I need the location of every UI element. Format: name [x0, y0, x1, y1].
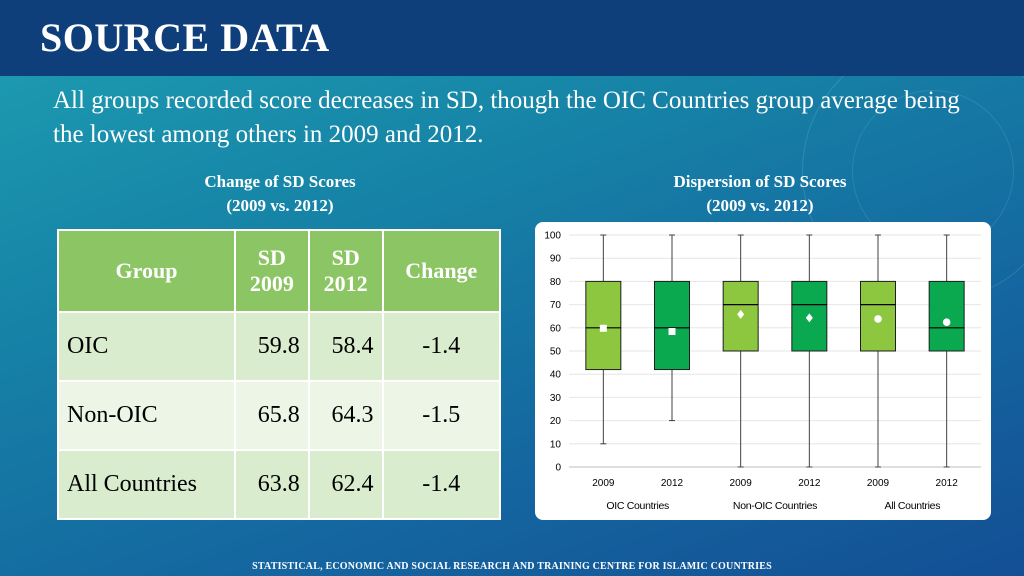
mean-marker-diamond	[805, 313, 813, 323]
header-sd2012-line2: 2012	[323, 271, 368, 296]
mean-marker-square	[599, 324, 607, 332]
chart-caption-line2: (2009 vs. 2012)	[706, 196, 814, 215]
cell-sd2012: 62.4	[307, 449, 384, 520]
x-tick-label: 2009	[867, 478, 890, 489]
cell-sd2012: 58.4	[307, 311, 384, 382]
x-tick-label: 2012	[661, 478, 684, 489]
footer-text: STATISTICAL, ECONOMIC AND SOCIAL RESEARC…	[252, 561, 772, 572]
y-tick-label: 70	[550, 300, 562, 311]
cell-sd2009: 59.8	[233, 311, 310, 382]
cell-group: OIC	[57, 311, 236, 382]
y-tick-label: 100	[544, 231, 561, 242]
box-iqr	[928, 280, 965, 352]
header-sd2012: SD 2012	[307, 229, 384, 313]
intro-text: All groups recorded score decreases in S…	[53, 87, 960, 148]
y-tick-label: 90	[550, 254, 562, 265]
group-label: OIC Countries	[606, 500, 669, 512]
mean-marker-diamond	[737, 309, 745, 319]
table-row: All Countries 63.8 62.4 -1.4	[57, 449, 502, 520]
cell-group: All Countries	[57, 449, 236, 520]
sd-scores-table: Group SD 2009 SD 2012 Change OIC 59.8 58…	[57, 229, 502, 520]
header-group: Group	[57, 229, 236, 313]
header-sd2009-line1: SD	[257, 245, 286, 270]
x-tick-label: 2009	[592, 478, 615, 489]
y-tick-label: 80	[550, 277, 562, 288]
header-sd2012-line1: SD	[331, 245, 360, 270]
cell-sd2009: 65.8	[233, 380, 310, 451]
header-sd2009: SD 2009	[233, 229, 310, 313]
cell-group: Non-OIC	[57, 380, 236, 451]
cell-change: -1.5	[381, 380, 502, 451]
y-tick-label: 40	[550, 370, 562, 381]
table-caption: Change of SD Scores (2009 vs. 2012)	[130, 170, 430, 218]
y-tick-label: 0	[555, 463, 561, 474]
table-row: OIC 59.8 58.4 -1.4	[57, 311, 502, 382]
boxplot-chart: 0 10 20 30 40 50 60 70 80 90 100 2009 2012 2009 2012 20…	[544, 231, 981, 512]
header-sd2009-line2: 2009	[249, 271, 294, 296]
y-tick-label: 50	[550, 347, 562, 358]
header-change: Change	[381, 229, 502, 313]
header-bar: SOURCE DATA	[0, 0, 1024, 76]
y-tick-label: 20	[550, 416, 562, 427]
cell-change: -1.4	[381, 311, 502, 382]
mean-marker-square	[668, 328, 676, 336]
cell-change: -1.4	[381, 449, 502, 520]
cell-sd2009: 63.8	[233, 449, 310, 520]
mean-marker-circle	[942, 318, 951, 327]
table-caption-line1: Change of SD Scores	[204, 172, 356, 191]
x-tick-label: 2012	[936, 478, 959, 489]
group-label: Non-OIC Countries	[733, 500, 817, 512]
y-tick-label: 10	[550, 439, 562, 450]
box-iqr	[654, 280, 690, 371]
table-header-row: Group SD 2009 SD 2012 Change	[57, 229, 502, 313]
x-tick-label: 2009	[730, 478, 753, 489]
mean-marker-circle	[874, 315, 882, 323]
table-row: Non-OIC 65.8 64.3 -1.5	[57, 380, 502, 451]
page-title: SOURCE DATA	[40, 15, 330, 60]
chart-caption-line1: Dispersion of SD Scores	[673, 172, 847, 191]
cell-sd2012: 64.3	[307, 380, 384, 451]
table-caption-line2: (2009 vs. 2012)	[226, 196, 334, 215]
group-label: All Countries	[885, 500, 941, 512]
boxplot-panel: 0 10 20 30 40 50 60 70 80 90 100 2009 2012 2009 2012 20…	[535, 222, 991, 520]
chart-caption: Dispersion of SD Scores (2009 vs. 2012)	[610, 170, 910, 218]
x-tick-label: 2012	[798, 478, 821, 489]
y-tick-label: 30	[550, 393, 562, 404]
y-tick-label: 60	[550, 323, 562, 334]
